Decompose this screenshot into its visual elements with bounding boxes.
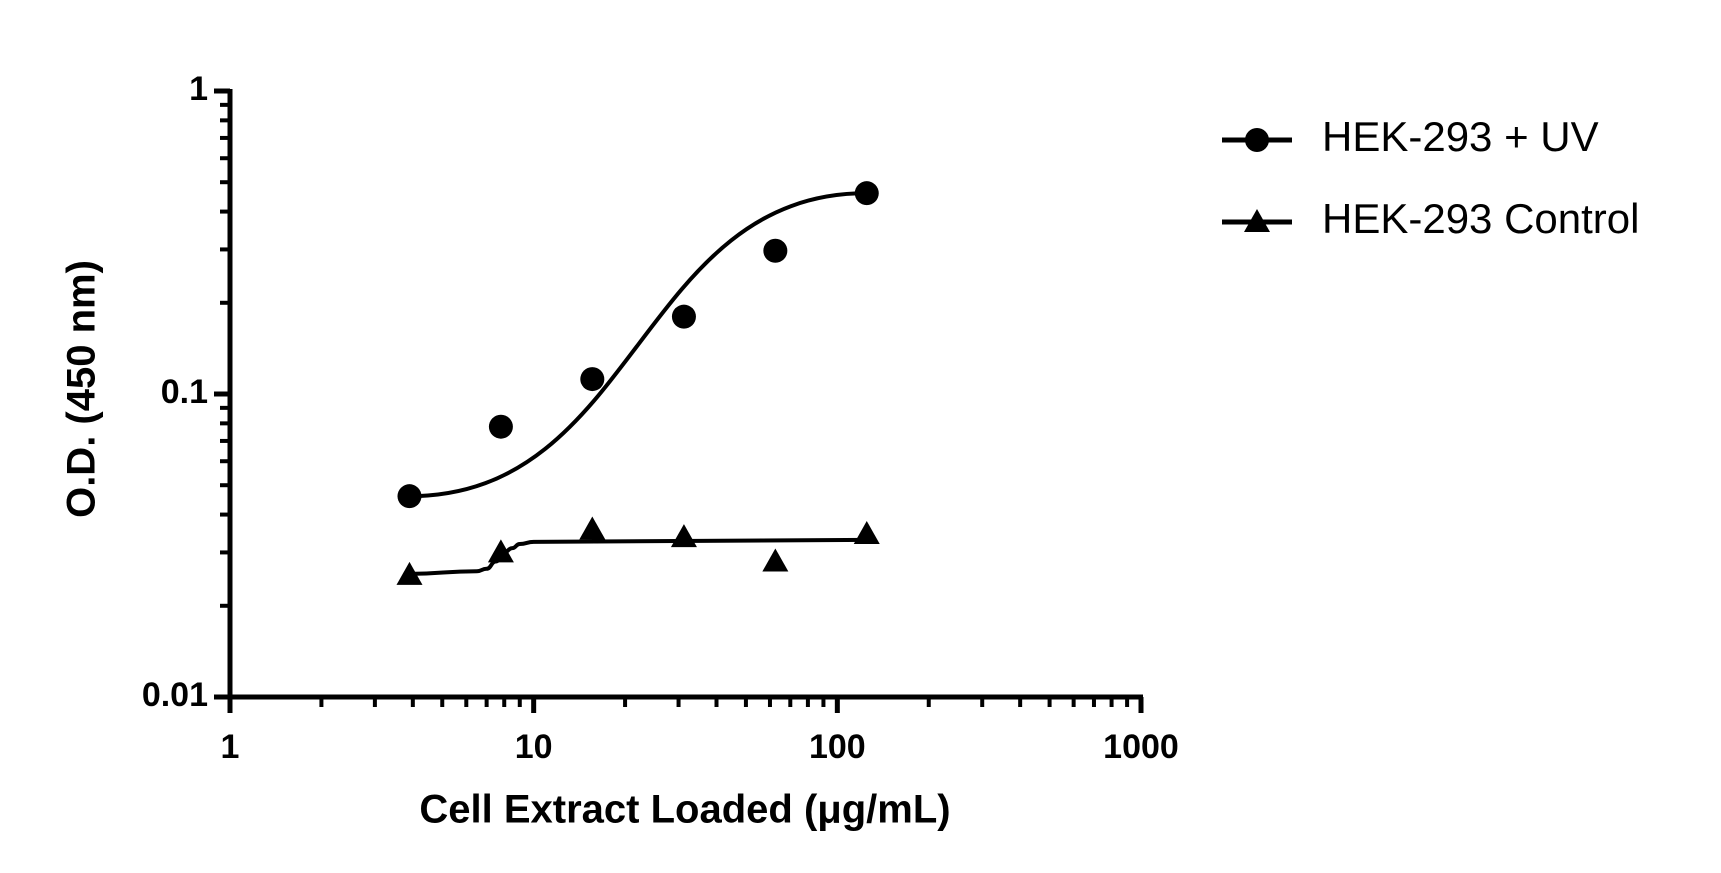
marker: [580, 367, 605, 392]
marker: [853, 521, 880, 545]
legend-label: HEK-293 + UV: [1322, 113, 1599, 160]
y-tick-label: 0.1: [161, 373, 208, 411]
y-axis-title: O.D. (450 nm): [60, 260, 104, 518]
legend-label: HEK-293 Control: [1322, 195, 1639, 242]
marker: [396, 561, 423, 585]
y-tick-label: 0.01: [142, 676, 208, 714]
x-tick-label: 1000: [1103, 728, 1179, 766]
legend-marker: [1244, 209, 1270, 232]
x-axis-title: Cell Extract Loaded (μg/mL): [419, 788, 950, 832]
x-tick-label: 1: [221, 728, 240, 766]
y-tick-label: 1: [189, 70, 208, 108]
marker: [763, 238, 788, 263]
fit-curve: [409, 191, 867, 499]
fit-curve: [409, 537, 867, 576]
marker: [397, 484, 422, 509]
x-tick-label: 10: [515, 728, 553, 766]
marker: [487, 539, 514, 563]
marker: [670, 524, 697, 548]
marker: [671, 304, 696, 329]
marker: [488, 414, 513, 439]
x-tick-label: 100: [809, 728, 866, 766]
marker: [854, 181, 879, 206]
marker: [579, 516, 606, 540]
legend-marker: [1245, 128, 1269, 152]
marker: [762, 548, 789, 572]
